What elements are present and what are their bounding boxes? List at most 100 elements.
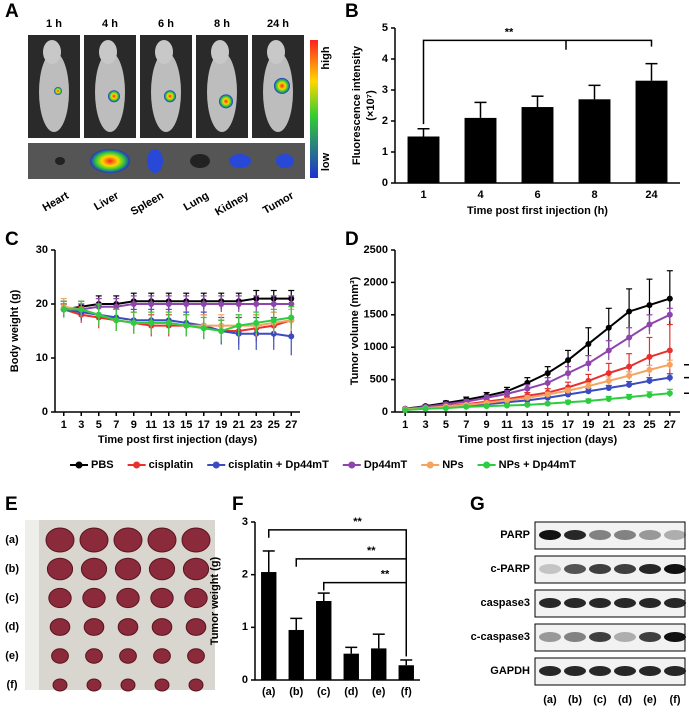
- blot-band: [614, 564, 636, 574]
- signal: [164, 90, 176, 103]
- marker: [605, 377, 612, 384]
- blot-band: [539, 666, 561, 676]
- mouse-head: [267, 40, 285, 64]
- tumor: [45, 527, 75, 553]
- x-tick-label: (d): [344, 686, 358, 698]
- bar: [578, 99, 611, 183]
- blot-band: [614, 666, 636, 676]
- x-tick-label: (b): [289, 686, 303, 698]
- bracket: [422, 39, 653, 125]
- marker: [235, 301, 242, 307]
- y-tick-label: 0: [382, 177, 388, 189]
- row-label: (d): [5, 621, 19, 633]
- legend-marker: [483, 461, 491, 469]
- ruler: [25, 520, 39, 690]
- blot-band: [664, 632, 686, 642]
- marker: [585, 397, 592, 404]
- marker: [646, 302, 653, 309]
- y-tick-label: 1: [382, 146, 388, 158]
- blot-band: [614, 632, 636, 642]
- x-tick-label: 7: [113, 419, 119, 431]
- blot-band: [539, 598, 561, 608]
- y-axis-label: Fluorescence intensity: [351, 45, 363, 165]
- blot-band: [564, 530, 586, 540]
- y-tick-label: 4: [382, 53, 389, 65]
- x-tick-label: 3: [78, 419, 84, 431]
- blot-band: [639, 598, 661, 608]
- y-tick-label: 1000: [364, 341, 388, 353]
- marker: [183, 322, 190, 329]
- marker: [646, 353, 653, 360]
- x-tick-label: 15: [180, 419, 192, 431]
- marker: [524, 401, 531, 408]
- y-tick-label: 2: [382, 115, 388, 127]
- y-tick-label: 1: [242, 621, 248, 633]
- marker: [270, 301, 277, 307]
- marker: [626, 372, 633, 379]
- marker: [585, 360, 592, 367]
- marker: [130, 319, 137, 326]
- mouse-head: [99, 40, 117, 64]
- blot-band: [589, 632, 611, 642]
- marker: [605, 370, 612, 377]
- x-tick-label: 15: [542, 419, 554, 431]
- legend-marker: [133, 461, 141, 469]
- legend-label: cisplatin + Dp44mT: [228, 459, 329, 471]
- tumor: [188, 678, 204, 692]
- signal: [219, 94, 233, 109]
- marker: [402, 407, 409, 414]
- marker: [253, 319, 260, 326]
- tumor: [120, 678, 136, 692]
- signal: [54, 87, 62, 96]
- legend-label: cisplatin: [149, 459, 194, 471]
- marker: [148, 301, 155, 307]
- y-tick-label: 20: [36, 298, 48, 310]
- tumor: [154, 678, 170, 692]
- tumor: [151, 618, 173, 636]
- blot-band: [539, 632, 561, 642]
- marker: [113, 303, 120, 310]
- x-axis-label: Time post first injection (days): [98, 434, 258, 446]
- x-tick-label: 19: [582, 419, 594, 431]
- marker: [666, 374, 673, 381]
- panel-label: C: [5, 229, 19, 250]
- x-tick-label: 21: [233, 419, 245, 431]
- marker: [130, 301, 137, 307]
- marker: [483, 403, 490, 410]
- marker: [605, 396, 612, 403]
- marker: [270, 317, 277, 324]
- marker: [503, 390, 510, 397]
- marker: [626, 334, 633, 341]
- marker: [253, 301, 260, 307]
- row-label: (b): [5, 563, 19, 575]
- marker: [544, 370, 551, 377]
- blot-band: [614, 598, 636, 608]
- marker: [626, 363, 633, 370]
- marker: [165, 319, 172, 326]
- organ: [190, 154, 210, 168]
- marker: [626, 308, 633, 315]
- marker: [288, 314, 295, 321]
- bracket: [295, 558, 407, 657]
- marker: [483, 394, 490, 401]
- y-tick-label: 10: [36, 352, 48, 364]
- significance: **: [381, 568, 390, 580]
- tumor: [79, 527, 109, 553]
- organ-label: Tumor: [261, 189, 297, 216]
- tumor: [80, 557, 108, 581]
- bar: [343, 653, 359, 680]
- legend-label: PBS: [91, 459, 114, 471]
- marker: [565, 357, 572, 364]
- x-tick-label: 23: [250, 419, 262, 431]
- y-tick-label: 0: [382, 406, 388, 418]
- organ-label: Spleen: [129, 190, 166, 219]
- tumor: [83, 618, 105, 636]
- tumor: [117, 618, 139, 636]
- x-tick-label: 13: [521, 419, 533, 431]
- tumor: [48, 587, 72, 609]
- blot-band: [664, 598, 686, 608]
- mouse-head: [155, 40, 173, 64]
- lane-label: (c): [593, 694, 607, 706]
- marker: [605, 347, 612, 354]
